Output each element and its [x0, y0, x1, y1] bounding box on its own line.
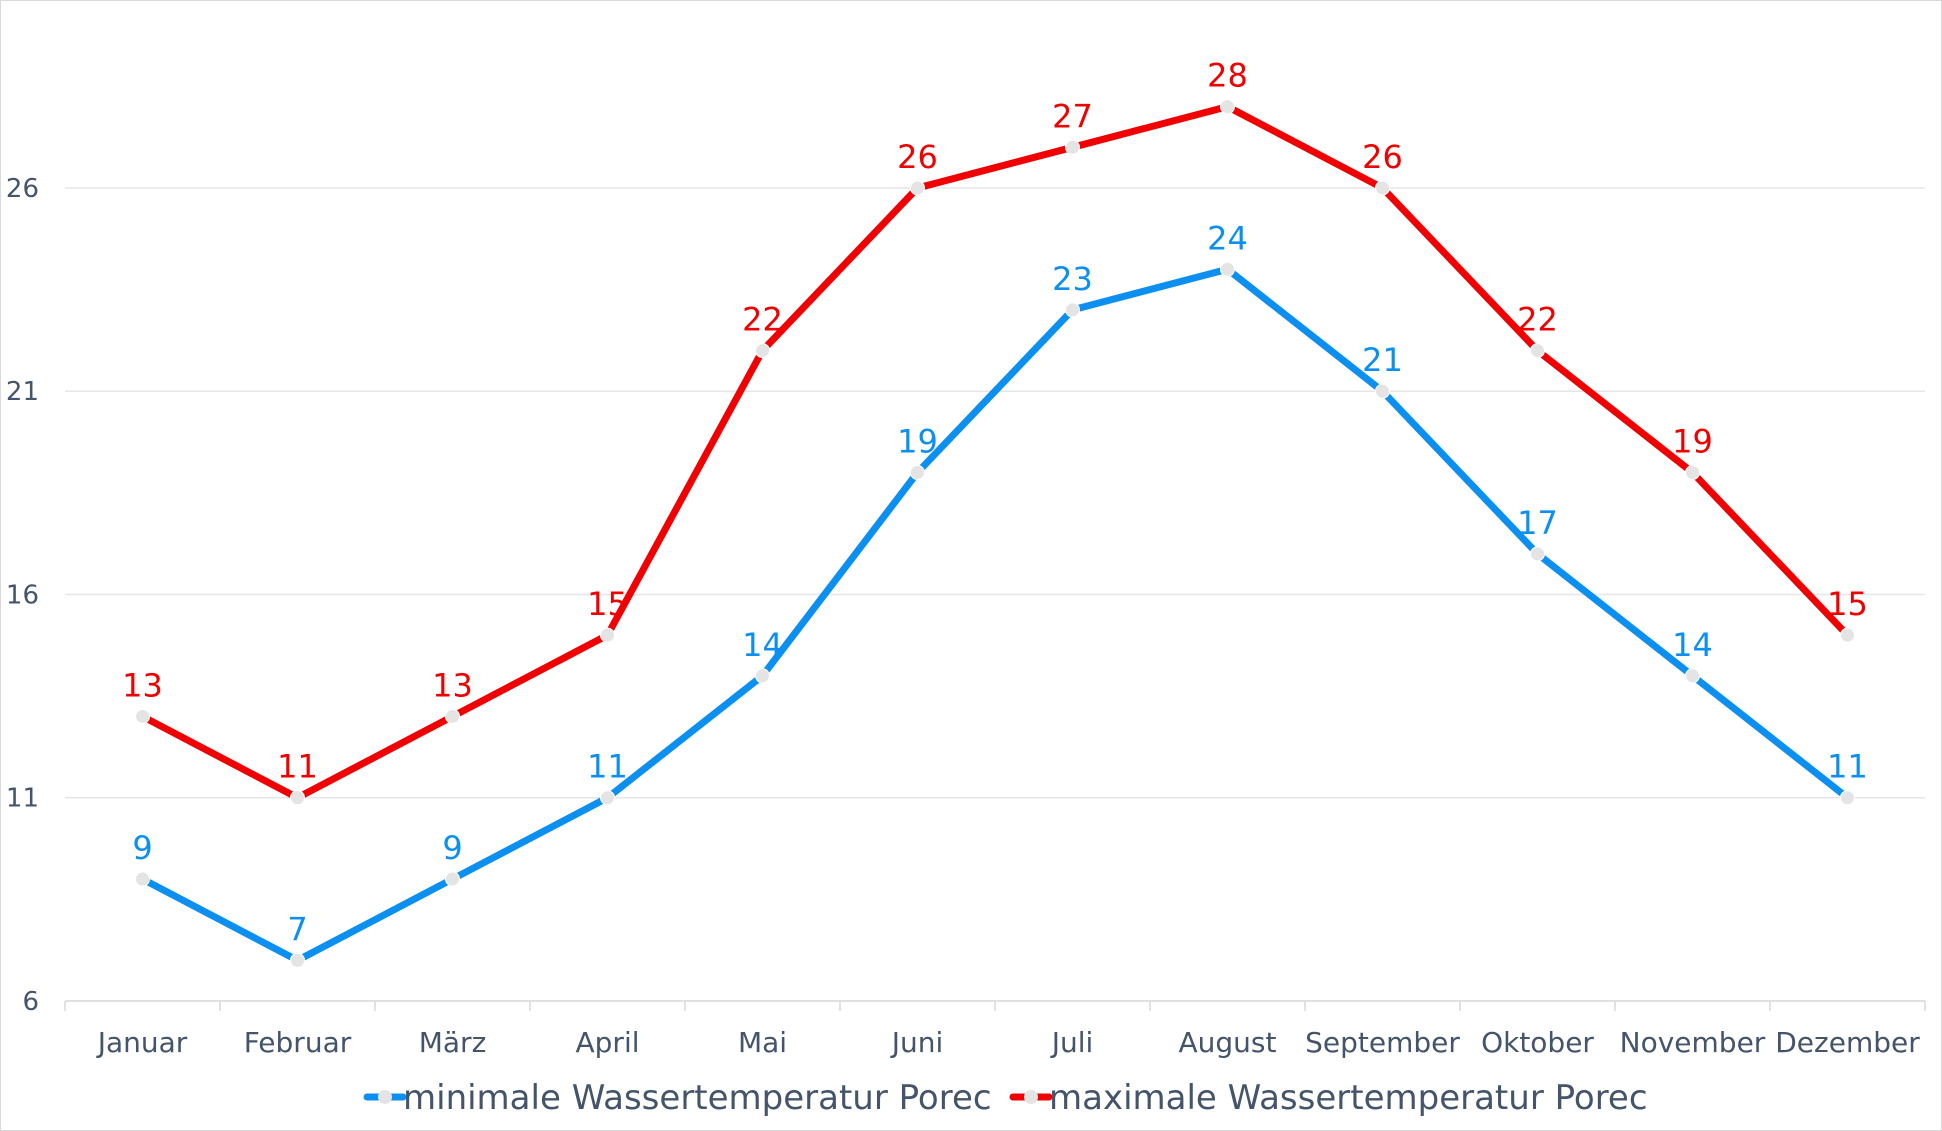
- legend-marker-2: [1024, 1090, 1038, 1104]
- data-label: 21: [1362, 341, 1403, 379]
- data-point: [135, 871, 150, 887]
- x-tick-label: Dezember: [1775, 1026, 1920, 1059]
- x-tick-label: September: [1305, 1026, 1460, 1059]
- y-tick-label: 6: [22, 987, 39, 1017]
- x-tick-label: März: [419, 1026, 487, 1059]
- data-point: [1220, 261, 1235, 277]
- data-point: [1840, 790, 1855, 806]
- data-label: 26: [1362, 138, 1403, 176]
- data-label: 22: [742, 301, 783, 339]
- x-tick-label: Februar: [244, 1026, 352, 1059]
- data-label: 14: [742, 626, 783, 664]
- x-tick-label: Juli: [1050, 1026, 1094, 1059]
- data-point: [290, 790, 305, 806]
- y-tick-label: 11: [6, 784, 39, 814]
- x-tick-label: Januar: [96, 1026, 188, 1059]
- data-label: 28: [1207, 57, 1248, 95]
- data-point: [445, 871, 460, 887]
- data-label: 7: [287, 910, 307, 948]
- data-point: [445, 708, 460, 724]
- data-point: [1065, 139, 1080, 155]
- data-point: [1065, 302, 1080, 318]
- data-point: [1685, 465, 1700, 481]
- data-label: 11: [277, 748, 318, 786]
- data-point: [1685, 668, 1700, 684]
- x-tick-label: Juni: [890, 1026, 944, 1059]
- data-labels: 9 7 9 11 14 19 23 24 21 17 14 11 13 11 13 15 22 26 27 28 26 2…: [122, 57, 1868, 949]
- data-point: [290, 952, 305, 968]
- series: [135, 99, 1855, 968]
- data-label: 22: [1517, 301, 1558, 339]
- data-label: 11: [1827, 748, 1868, 786]
- data-label: 17: [1517, 504, 1558, 542]
- data-label: 11: [587, 748, 628, 786]
- data-label: 19: [897, 423, 938, 461]
- x-tick-label: August: [1179, 1026, 1277, 1059]
- gridlines: [65, 187, 1925, 1002]
- data-label: 15: [587, 585, 628, 623]
- y-tick-label: 16: [6, 580, 39, 610]
- data-point: [755, 343, 770, 359]
- data-point: [600, 790, 615, 806]
- data-point: [600, 627, 615, 643]
- legend: minimale Wassertemperatur Porec maximale …: [363, 1078, 1648, 1118]
- data-label: 9: [132, 829, 152, 867]
- x-tick-label: Mai: [738, 1026, 787, 1059]
- data-label: 19: [1672, 423, 1713, 461]
- data-point: [135, 708, 150, 724]
- legend-label-1: minimale Wassertemperatur Porec: [403, 1078, 992, 1118]
- series-line-1: [139, 265, 1851, 964]
- data-point: [910, 465, 925, 481]
- data-label: 13: [432, 666, 473, 704]
- data-point: [1220, 99, 1235, 115]
- data-label: 23: [1052, 260, 1093, 298]
- y-tick-label: 21: [6, 377, 39, 407]
- data-label: 9: [442, 829, 462, 867]
- data-label: 14: [1672, 626, 1713, 664]
- x-tick-label: Oktober: [1481, 1026, 1594, 1059]
- data-point: [1530, 343, 1545, 359]
- series-line-2: [139, 103, 1851, 802]
- y-tick-label: 26: [6, 174, 39, 204]
- data-label: 27: [1052, 97, 1093, 135]
- x-tick-label: April: [576, 1026, 640, 1059]
- axes: 6 11 16 21 26 Januar Februar März April Mai Juni Ju…: [6, 174, 1926, 1059]
- data-point: [755, 668, 770, 684]
- legend-marker-1: [378, 1090, 392, 1104]
- data-label: 24: [1207, 219, 1248, 257]
- data-point: [910, 180, 925, 196]
- x-tick-label: November: [1620, 1026, 1766, 1059]
- data-point: [1375, 180, 1390, 196]
- data-point: [1530, 546, 1545, 562]
- data-label: 26: [897, 138, 938, 176]
- data-label: 13: [122, 666, 163, 704]
- data-point: [1375, 383, 1390, 399]
- data-point: [1840, 627, 1855, 643]
- legend-label-2: maximale Wassertemperatur Porec: [1049, 1078, 1648, 1118]
- data-label: 15: [1827, 585, 1868, 623]
